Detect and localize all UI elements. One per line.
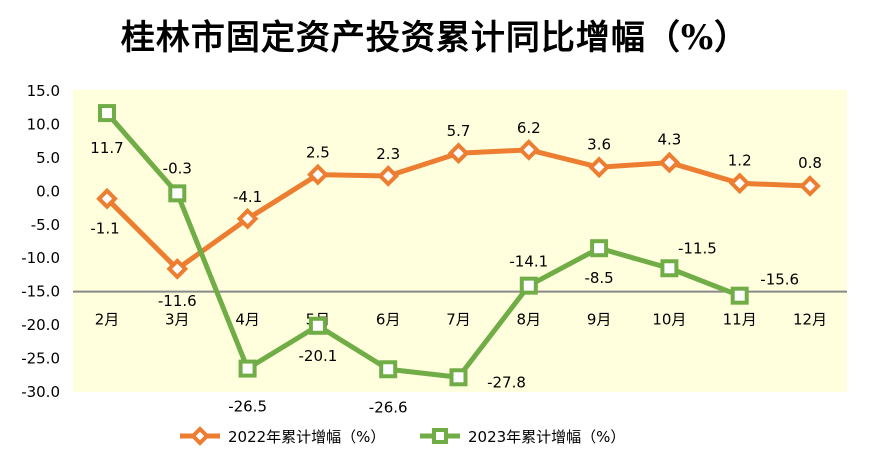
y-tick-label: -30.0: [21, 383, 60, 401]
x-tick-label: 12月: [793, 311, 827, 329]
data-label: -0.3: [163, 159, 192, 177]
marker-diamond: [96, 187, 118, 210]
x-tick-label: 8月: [517, 311, 542, 329]
y-tick-label: 10.0: [27, 115, 60, 133]
data-label: -11.5: [678, 239, 717, 257]
legend-label: 2023年累计增幅（%）: [468, 428, 625, 446]
data-label: 5.7: [447, 122, 471, 140]
x-tick-label: 2月: [95, 311, 120, 329]
marker-diamond: [658, 151, 681, 174]
marker-diamond: [447, 142, 470, 165]
marker-diamond: [799, 175, 821, 197]
data-label: 3.6: [587, 135, 611, 153]
marker-square: [730, 286, 749, 305]
data-label: 2.3: [376, 145, 400, 163]
data-label: -27.8: [487, 373, 526, 391]
data-labels: -1.1 -11.6 -4.1 2.5 2.3 5.7 6.2 3.6 4.3 1.2 0.8 11.…: [90, 119, 822, 416]
data-label: -26.5: [228, 398, 267, 416]
legend-label: 2022年累计增幅（%）: [228, 428, 385, 446]
y-axis-ticks: 15.0 10.0 5.0 0.0 -5.0 -10.0 -15.0 -20.0 -25.0 -3…: [21, 82, 60, 401]
x-tick-label: 9月: [587, 311, 612, 329]
series-markers: [96, 104, 821, 387]
data-label: -1.1: [90, 220, 119, 238]
x-tick-label: 6月: [376, 311, 401, 329]
marker-diamond: [166, 258, 189, 280]
y-tick-label: -5.0: [31, 216, 60, 234]
marker-square: [98, 104, 116, 123]
data-label: -15.6: [760, 271, 799, 289]
x-tick-label: 10月: [652, 311, 686, 329]
data-label: 0.8: [798, 154, 822, 172]
marker-diamond: [307, 163, 329, 186]
x-tick-label: 7月: [446, 311, 471, 329]
data-label: -26.6: [369, 398, 408, 416]
legend-marker-square: [432, 428, 448, 444]
data-label: -4.1: [233, 188, 262, 206]
data-label: 1.2: [728, 151, 752, 169]
data-label: -8.5: [584, 269, 613, 287]
data-label: 6.2: [517, 119, 541, 137]
y-tick-label: -20.0: [21, 316, 60, 334]
marker-diamond: [588, 156, 610, 179]
marker-diamond: [236, 207, 259, 230]
marker-square: [449, 368, 468, 387]
chart-title: 桂林市固定资产投资累计同比增幅（%）: [120, 18, 750, 58]
marker-square: [660, 259, 679, 278]
data-label: -20.1: [298, 347, 337, 365]
marker-square: [379, 360, 398, 379]
x-tick-label: 3月: [165, 311, 190, 329]
legend-marker-diamond: [190, 426, 210, 446]
y-tick-label: -25.0: [21, 350, 60, 368]
y-tick-label: 5.0: [36, 149, 60, 167]
marker-square: [519, 276, 538, 295]
marker-diamond: [377, 165, 400, 187]
plot-area: [73, 90, 847, 392]
y-tick-label: 15.0: [27, 82, 60, 100]
data-label: -14.1: [509, 253, 548, 271]
marker-square: [308, 316, 327, 335]
x-tick-label: 4月: [235, 311, 260, 329]
series-line-2023: [105, 111, 741, 380]
y-tick-label: -10.0: [21, 249, 60, 267]
marker-square: [168, 184, 187, 203]
marker-diamond: [517, 139, 540, 161]
data-label: 4.3: [657, 131, 681, 149]
y-tick-label: -15.0: [21, 283, 60, 301]
marker-square: [590, 239, 609, 258]
data-label: 11.7: [90, 139, 123, 157]
data-label: 2.5: [306, 144, 330, 162]
data-label: -11.6: [158, 292, 197, 310]
x-tick-label: 11月: [723, 311, 757, 329]
y-tick-label: 0.0: [36, 182, 60, 200]
marker-square: [238, 359, 257, 378]
marker-diamond: [728, 172, 751, 195]
legend: 2022年累计增幅（%） 2023年累计增幅（%）: [180, 426, 625, 446]
